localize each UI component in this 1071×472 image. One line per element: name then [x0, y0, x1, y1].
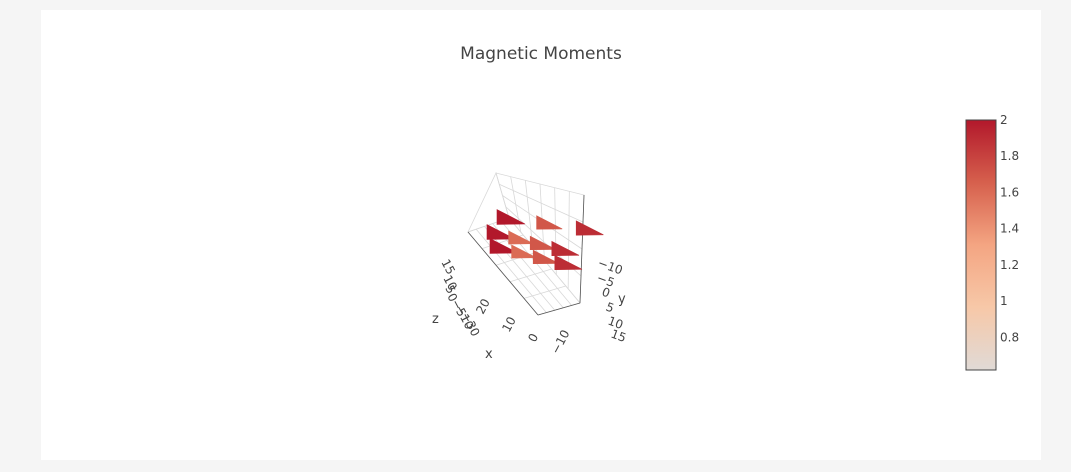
cone-marker [511, 244, 537, 259]
axis-tick-label: 10 [499, 314, 519, 334]
cone-marker [575, 220, 604, 236]
axis-tick-label: 15 [609, 327, 628, 345]
chart-title: Magnetic Moments [460, 44, 622, 64]
grid-line [475, 228, 547, 313]
cone-marker [529, 235, 556, 251]
x-axis-line [467, 231, 539, 316]
cone-marker [536, 215, 563, 230]
grid-line [499, 183, 584, 223]
colorbar-tick-label: 0.8 [1000, 330, 1019, 344]
colorbar-gradient [965, 119, 997, 371]
axis-tick-label: 0 [600, 285, 612, 301]
cone-marker [489, 238, 519, 254]
colorbar-tick-label: 1.4 [1000, 222, 1019, 236]
colorbar-tick-label: 1.6 [1000, 185, 1019, 199]
cone-marker [496, 209, 526, 225]
cone-marker [532, 249, 559, 265]
colorbar-tick-label: 1.2 [1000, 258, 1019, 272]
colorbar-tick-labels: 2 1.8 1.6 1.4 1.2 1 0.8 [1000, 113, 1019, 344]
axis-tick-label: −5 [595, 271, 616, 290]
colorbar-tick-label: 1.8 [1000, 149, 1019, 163]
axis-tick-label: 15 [438, 257, 458, 277]
axis-tick-label: 5 [604, 300, 616, 316]
y-axis-title: y [618, 292, 626, 307]
axis-tick-label: 10 [440, 273, 460, 293]
plot-area[interactable]: Magnetic Moments 20 10 0 −10 −10 −5 0 5 10 15 15 10… [41, 10, 1041, 460]
z-axis-title: z [432, 312, 439, 327]
grid-line [523, 285, 566, 299]
axis-tick-label: 20 [473, 296, 493, 316]
cone-marker [508, 230, 534, 245]
cone-group [486, 209, 604, 270]
y-axis-line [537, 302, 581, 316]
cone-marker [486, 224, 516, 240]
colorbar-tick-label: 2 [1000, 113, 1008, 127]
colorbar[interactable]: 2 1.8 1.6 1.4 1.2 1 0.8 [41, 10, 1041, 460]
scene-axis-titles: x y z [432, 292, 626, 362]
colorbar-tick-label: 1 [1000, 294, 1008, 308]
axis-tick-label: 10 [606, 314, 625, 332]
x-axis-title: x [485, 347, 493, 362]
grid-line [509, 268, 552, 283]
cone-marker [554, 254, 583, 270]
grid-line [495, 251, 538, 266]
grid-line [484, 226, 556, 311]
z-axis-line [579, 194, 585, 304]
cone-marker [551, 240, 580, 256]
